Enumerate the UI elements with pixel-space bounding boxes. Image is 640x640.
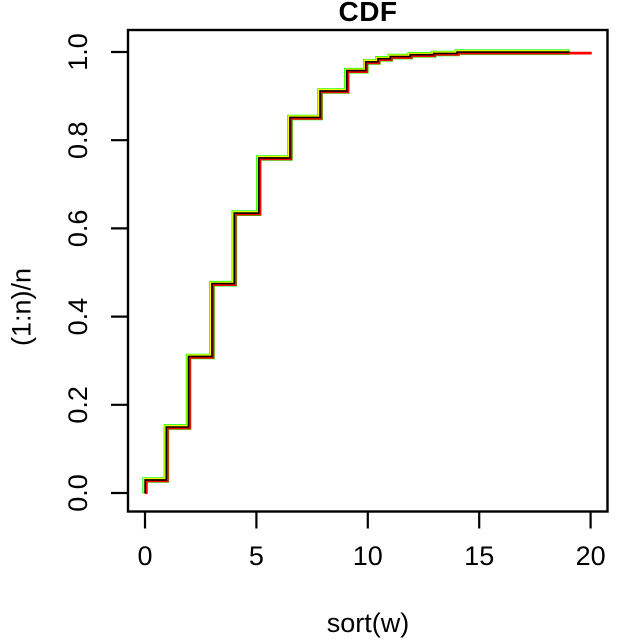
plot-box <box>126 28 609 513</box>
x-tick-label: 15 <box>464 541 494 571</box>
x-tick-label: 10 <box>353 541 383 571</box>
y-tick-label: 1.0 <box>63 33 93 71</box>
x-axis-label: sort(w) <box>326 608 410 638</box>
chart-title: CDF <box>338 0 398 27</box>
y-axis-label-text: (1:n)/n <box>6 267 36 347</box>
y-tick-label: 0.4 <box>63 298 93 336</box>
cdf-step-yellow-line <box>143 50 569 493</box>
cdf-step-black-line <box>144 51 570 494</box>
y-tick-label: 0.2 <box>63 386 93 424</box>
cdf-step-green-line <box>142 49 570 494</box>
x-tick-label: 20 <box>576 541 606 571</box>
y-tick-label: 0.0 <box>63 474 93 512</box>
x-tick-label: 0 <box>137 541 152 571</box>
y-tick-label: 0.8 <box>63 121 93 159</box>
x-tick-label: 5 <box>249 541 264 571</box>
cdf-step-red-line <box>144 51 592 495</box>
y-tick-label: 0.6 <box>63 210 93 248</box>
